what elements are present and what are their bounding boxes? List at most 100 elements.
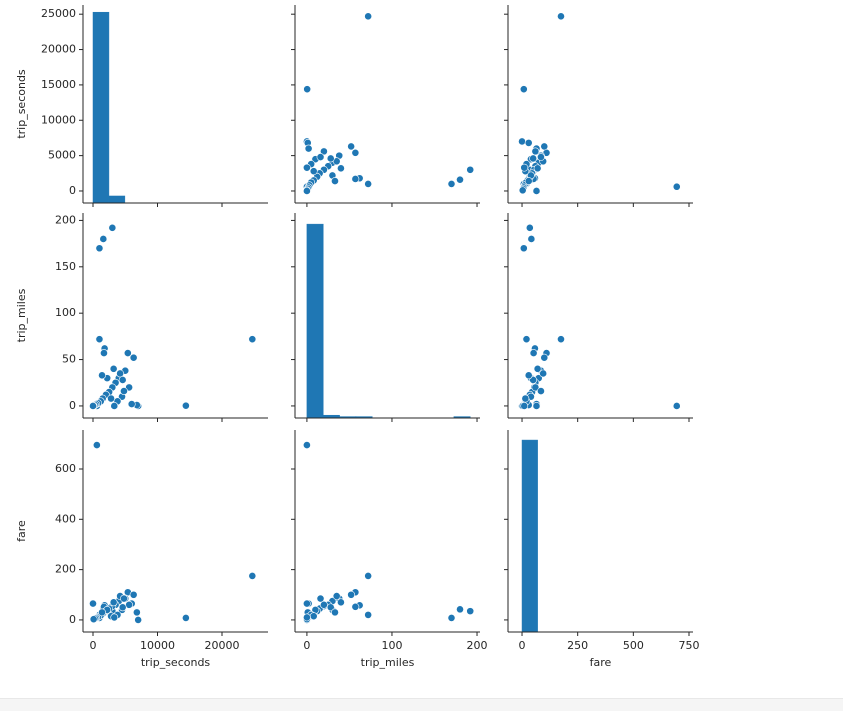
scatter-point (118, 603, 127, 612)
y-tick-label: 400 (55, 512, 76, 525)
scatter-point (518, 137, 526, 146)
scatter-point (109, 598, 118, 607)
scatter-point (672, 402, 681, 410)
x-axis-label: trip_miles (361, 656, 415, 669)
scatter-point (303, 85, 312, 94)
scatter-point (519, 85, 528, 94)
scatter-point (529, 154, 538, 163)
scatter-point (92, 441, 101, 449)
scatter-point (118, 376, 127, 384)
scatter-point (531, 383, 540, 392)
scatter-point (520, 163, 529, 172)
x-tick-label: 20000 (205, 639, 240, 652)
scatter-point (303, 441, 311, 449)
scatter-point (309, 167, 318, 176)
scatter-point (337, 598, 345, 607)
scatter-point (316, 153, 325, 161)
y-tick-label: 0 (69, 399, 76, 412)
scatter-point (120, 387, 128, 395)
scatter-point (89, 615, 98, 624)
scatter-point (89, 599, 97, 608)
scatter-point (127, 400, 136, 408)
scatter-point (456, 175, 464, 184)
scatter-point (309, 612, 318, 621)
y-axis-label: trip_seconds (15, 69, 28, 139)
scatter-point (522, 335, 531, 344)
scatter-point (456, 605, 464, 614)
scatter-point (332, 592, 341, 600)
y-tick-label: 0 (69, 613, 76, 626)
scatter-point (134, 616, 143, 624)
scatter-point (181, 401, 190, 410)
x-tick-label: 200 (467, 639, 488, 652)
y-tick-label: 150 (55, 260, 76, 273)
scatter-point (331, 608, 339, 617)
scatter-point (525, 223, 534, 232)
scatter-point (95, 335, 104, 344)
scatter-point (527, 235, 536, 243)
scatter-point (100, 349, 108, 357)
scatter-point (110, 613, 119, 622)
scatter-point (95, 244, 104, 253)
scatter-point (331, 177, 339, 185)
x-tick-label: 100 (381, 639, 402, 652)
y-axis-label: trip_miles (15, 288, 28, 342)
scatter-point (521, 394, 530, 403)
scatter-point (524, 177, 533, 185)
scatter-point (107, 394, 115, 403)
scatter-point (98, 608, 106, 617)
scatter-point (364, 610, 373, 619)
x-tick-label: 750 (678, 639, 699, 652)
scatter-point (520, 402, 529, 410)
scatter-point (248, 335, 257, 344)
scatter-point (116, 369, 124, 378)
scatter-point (539, 369, 548, 378)
scatter-point (537, 153, 545, 161)
scatter-point (123, 349, 132, 357)
scatter-point (351, 148, 360, 157)
x-tick-label: 0 (519, 639, 526, 652)
scatter-point (248, 572, 257, 580)
scatter-point (304, 144, 313, 153)
scatter-point (109, 364, 118, 373)
hist-bar (92, 11, 110, 204)
y-tick-label: 200 (55, 213, 76, 226)
scatter-point (132, 608, 141, 617)
scatter-point (108, 223, 117, 232)
scatter-point (320, 147, 328, 156)
y-tick-label: 50 (62, 353, 76, 366)
scatter-point (303, 599, 311, 608)
scatter-point (326, 603, 335, 612)
scatter-point (533, 164, 542, 173)
scatter-point (337, 164, 345, 173)
x-tick-label: 0 (303, 639, 310, 652)
scatter-point (557, 12, 565, 21)
scatter-point (98, 371, 106, 380)
scatter-point (557, 335, 565, 344)
x-tick-label: 0 (89, 639, 96, 652)
scatter-point (540, 353, 549, 362)
scatter-point (364, 180, 373, 188)
scatter-point (364, 12, 373, 21)
scatter-point (303, 163, 311, 172)
x-tick-label: 10000 (140, 639, 175, 652)
hist-bar (306, 223, 324, 419)
scatter-point (181, 614, 190, 622)
scatter-point (533, 364, 542, 373)
hist-bar (108, 195, 126, 204)
scatter-point (466, 165, 475, 174)
scatter-point (129, 353, 138, 362)
scatter-point (447, 180, 456, 188)
scatter-point (672, 182, 681, 191)
y-tick-label: 5000 (48, 149, 76, 162)
scatter-point (466, 607, 475, 616)
scatter-point (303, 613, 311, 622)
scatter-point (110, 402, 119, 410)
scatter-point (89, 402, 97, 410)
scatter-point (524, 138, 533, 147)
hist-bar (521, 439, 538, 633)
scatter-point (326, 154, 335, 163)
x-axis-label: trip_seconds (141, 656, 211, 669)
output-footer (0, 698, 843, 711)
